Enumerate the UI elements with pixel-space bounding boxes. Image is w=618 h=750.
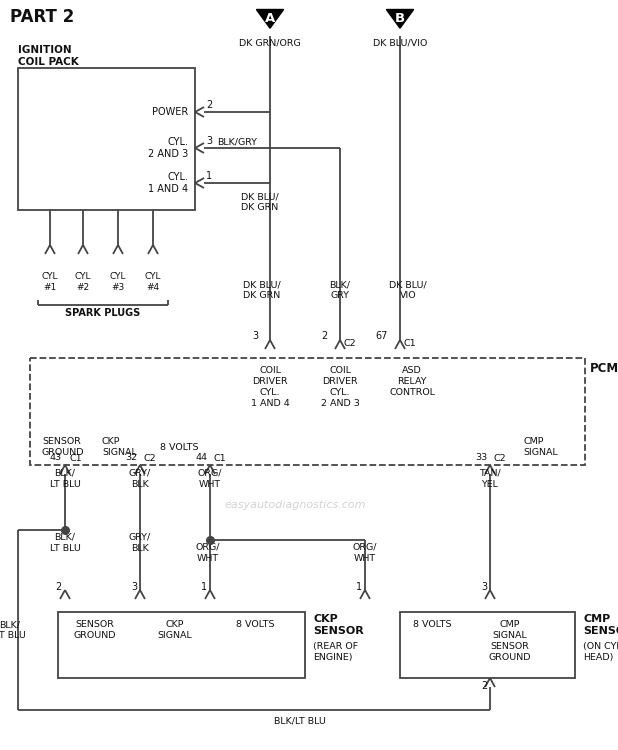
- Text: BLK/LT BLU: BLK/LT BLU: [274, 716, 326, 725]
- Text: 32: 32: [125, 453, 137, 462]
- Text: GRY/
BLK: GRY/ BLK: [129, 469, 151, 489]
- Polygon shape: [386, 10, 413, 28]
- Text: ASD
RELAY
CONTROL: ASD RELAY CONTROL: [389, 366, 435, 398]
- Text: CYL
#1: CYL #1: [42, 272, 58, 292]
- Text: C2: C2: [343, 340, 355, 349]
- Text: PCM: PCM: [590, 362, 618, 375]
- Text: 8 VOLTS: 8 VOLTS: [235, 620, 274, 629]
- Text: B: B: [395, 12, 405, 26]
- Bar: [30, 358, 585, 465]
- Text: 44: 44: [195, 453, 207, 462]
- Text: CMP
SIGNAL: CMP SIGNAL: [493, 620, 527, 640]
- Text: 3: 3: [481, 582, 487, 592]
- Text: CYL
#3: CYL #3: [110, 272, 126, 292]
- Text: CYL.
2 AND 3: CYL. 2 AND 3: [148, 136, 188, 159]
- Text: COIL
DRIVER
CYL.
1 AND 4: COIL DRIVER CYL. 1 AND 4: [251, 366, 289, 408]
- Text: PART 2: PART 2: [10, 8, 74, 26]
- Text: C1: C1: [214, 454, 227, 463]
- Text: 2: 2: [56, 582, 62, 592]
- Polygon shape: [256, 10, 284, 28]
- Text: BLK/
LT BLU: BLK/ LT BLU: [49, 469, 80, 489]
- Text: 1: 1: [201, 582, 207, 592]
- Text: BLK/
LT BLU: BLK/ LT BLU: [49, 533, 80, 553]
- Text: 3: 3: [131, 582, 137, 592]
- Text: 33: 33: [475, 453, 487, 462]
- Text: CKP
SENSOR: CKP SENSOR: [313, 614, 364, 637]
- Text: COIL
DRIVER
CYL.
2 AND 3: COIL DRIVER CYL. 2 AND 3: [321, 366, 360, 408]
- Text: 1: 1: [356, 582, 362, 592]
- Text: (ON CYL.
HEAD): (ON CYL. HEAD): [583, 642, 618, 662]
- Text: 2: 2: [206, 100, 212, 110]
- Text: 43: 43: [50, 453, 62, 462]
- Text: CKP
SIGNAL: CKP SIGNAL: [158, 620, 192, 640]
- Text: DK BLU/
DK GRN: DK BLU/ DK GRN: [241, 192, 279, 212]
- Text: ORG/
WHT: ORG/ WHT: [198, 469, 222, 489]
- Text: 67: 67: [376, 331, 388, 341]
- Text: SENSOR
GROUND: SENSOR GROUND: [74, 620, 116, 640]
- Text: TAN/
YEL: TAN/ YEL: [479, 469, 501, 489]
- Text: DK BLU/
DK GRN: DK BLU/ DK GRN: [243, 280, 281, 300]
- Text: (REAR OF
ENGINE): (REAR OF ENGINE): [313, 642, 358, 662]
- Text: 8 VOLTS: 8 VOLTS: [160, 443, 198, 452]
- Text: C2: C2: [494, 454, 507, 463]
- Text: BLK/GRY: BLK/GRY: [217, 137, 257, 146]
- Text: CYL.
1 AND 4: CYL. 1 AND 4: [148, 172, 188, 194]
- Text: CMP
SIGNAL: CMP SIGNAL: [523, 437, 558, 457]
- Text: CKP
SIGNAL: CKP SIGNAL: [102, 437, 137, 457]
- Text: GRY/
BLK: GRY/ BLK: [129, 533, 151, 553]
- Text: IGNITION
COIL PACK: IGNITION COIL PACK: [18, 45, 78, 68]
- Text: POWER: POWER: [152, 107, 188, 117]
- Text: ORG/
WHT: ORG/ WHT: [196, 543, 220, 563]
- Text: 3: 3: [252, 331, 258, 341]
- Text: C2: C2: [144, 454, 156, 463]
- Text: DK GRN/ORG: DK GRN/ORG: [239, 38, 301, 47]
- Text: CYL
#4: CYL #4: [145, 272, 161, 292]
- Text: SENSOR
GROUND: SENSOR GROUND: [42, 437, 85, 457]
- Text: DK BLU/
VIO: DK BLU/ VIO: [389, 280, 427, 300]
- Text: C1: C1: [403, 340, 416, 349]
- Text: 3: 3: [206, 136, 212, 146]
- Text: ORG/
WHT: ORG/ WHT: [353, 543, 377, 563]
- Text: 2: 2: [322, 331, 328, 341]
- Text: 2: 2: [481, 681, 487, 691]
- Text: SENSOR
GROUND: SENSOR GROUND: [489, 642, 531, 662]
- Text: CYL
#2: CYL #2: [75, 272, 91, 292]
- Text: easyautodiagnostics.com: easyautodiagnostics.com: [224, 500, 366, 510]
- Text: A: A: [265, 12, 275, 26]
- Text: 8 VOLTS: 8 VOLTS: [413, 620, 451, 629]
- Bar: [18, 68, 195, 210]
- Text: 1: 1: [206, 171, 212, 181]
- Text: BLK/
LT BLU: BLK/ LT BLU: [0, 620, 25, 640]
- Text: BLK/
GRY: BLK/ GRY: [329, 280, 350, 300]
- Bar: [58, 612, 305, 678]
- Text: DK BLU/VIO: DK BLU/VIO: [373, 38, 427, 47]
- Bar: [400, 612, 575, 678]
- Text: CMP
SENSOR: CMP SENSOR: [583, 614, 618, 637]
- Text: C1: C1: [69, 454, 82, 463]
- Text: SPARK PLUGS: SPARK PLUGS: [66, 308, 141, 318]
